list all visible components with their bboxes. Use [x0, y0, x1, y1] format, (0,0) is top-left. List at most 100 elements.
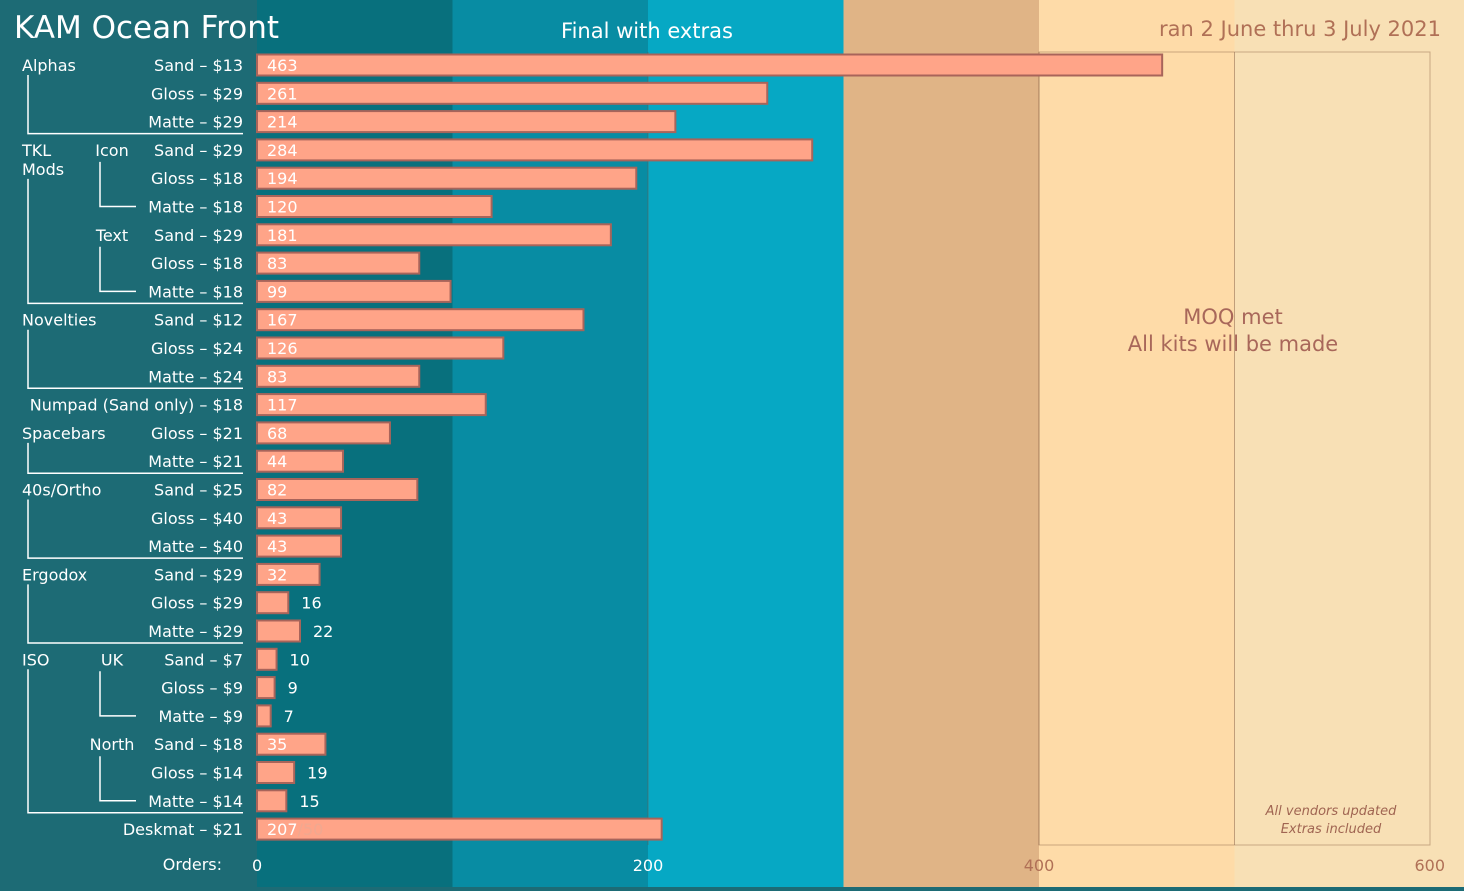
bar-value: 83	[267, 254, 287, 273]
moq-note-line-2: All kits will be made	[1128, 332, 1338, 356]
bar-value-label: 16	[301, 594, 321, 613]
background-band	[648, 0, 844, 887]
background-band	[1039, 0, 1235, 887]
row-label: Sand – $29	[154, 226, 243, 245]
bar-value: 10	[290, 650, 310, 669]
bar-value: 126	[267, 339, 298, 358]
bar-value-label: 7	[284, 707, 294, 726]
date-range: ran 2 June thru 3 July 2021	[1159, 17, 1441, 41]
bar-value: 43	[267, 509, 287, 528]
bar-value-label: 15	[299, 792, 319, 811]
bar-value-label: 207/50	[267, 820, 323, 839]
bar-value: 19	[307, 764, 327, 783]
bar	[257, 790, 286, 811]
bar-value: 463	[267, 56, 298, 75]
bar-value-label: 120	[267, 198, 298, 217]
bar-value-label: 83	[267, 367, 287, 386]
bar-value: 284	[267, 141, 298, 160]
bar-value: 83	[267, 367, 287, 386]
bar-value: 9	[288, 679, 298, 698]
row-label: Gloss – $14	[151, 764, 243, 783]
bar-value-label: 194	[267, 169, 298, 188]
bar-value-label: 9	[288, 679, 298, 698]
row-label: Sand – $25	[154, 481, 243, 500]
bar-value: 16	[301, 594, 321, 613]
row-label: Gloss – $40	[151, 509, 243, 528]
bar	[257, 762, 294, 783]
row-label: Matte – $21	[148, 452, 243, 471]
subgroup-label: Text	[95, 226, 128, 245]
group-label: Mods	[22, 160, 64, 179]
subgroup-label: North	[90, 735, 135, 754]
bar-value-label: 32	[267, 565, 287, 584]
bar	[257, 83, 767, 104]
x-tick-label: 400	[1024, 856, 1055, 875]
chart-title: KAM Ocean Front	[14, 10, 279, 46]
background-band	[844, 0, 1040, 887]
bar-value: 43	[267, 537, 287, 556]
bar	[257, 705, 271, 726]
bar	[257, 55, 1162, 76]
row-label: Matte – $14	[148, 792, 243, 811]
row-label: Sand – $29	[154, 141, 243, 160]
bar	[257, 139, 812, 160]
bar-value-label: 43	[267, 537, 287, 556]
row-label: Gloss – $21	[151, 424, 243, 443]
bar-value: 7	[284, 707, 294, 726]
bar-value-label: 35	[267, 735, 287, 754]
bar-value: 214	[267, 113, 298, 132]
bar-value: 35	[267, 735, 287, 754]
bar-value-label: 167	[267, 311, 298, 330]
group-label: TKL	[21, 141, 51, 160]
row-label: Deskmat – $21	[123, 820, 243, 839]
bar-value-label: 10	[290, 650, 310, 669]
row-label: Gloss – $24	[151, 339, 243, 358]
bar-value: 167	[267, 311, 298, 330]
row-label: Sand – $13	[154, 56, 243, 75]
bar-value-label: 83	[267, 254, 287, 273]
group-label: Ergodox	[22, 565, 87, 584]
bar-value-label: 181	[267, 226, 298, 245]
bar-value: 194	[267, 169, 298, 188]
bar-value: 181	[267, 226, 298, 245]
bar-value-label: 284	[267, 141, 298, 160]
group-label: ISO	[22, 650, 49, 669]
row-label: Matte – $29	[148, 622, 243, 641]
row-label: Matte – $18	[148, 198, 243, 217]
bar	[257, 649, 277, 670]
bar-value: 32	[267, 565, 287, 584]
x-tick-label: 0	[252, 856, 262, 875]
row-label: Matte – $18	[148, 282, 243, 301]
bar-value-label: 99	[267, 282, 287, 301]
bar	[257, 592, 288, 613]
bar-value-label: 261	[267, 84, 298, 103]
bar	[257, 621, 300, 642]
bar-value-label: 117	[267, 396, 298, 415]
row-label: Numpad (Sand only) – $18	[30, 396, 243, 415]
subgroup-label: UK	[101, 650, 124, 669]
row-label: Gloss – $18	[151, 254, 243, 273]
row-label: Gloss – $29	[151, 594, 243, 613]
group-label: Alphas	[22, 56, 76, 75]
bar	[257, 111, 675, 132]
bar-value-label: 19	[307, 764, 327, 783]
x-tick-label: 600	[1414, 856, 1445, 875]
bar-value-label: 68	[267, 424, 287, 443]
group-label: Novelties	[22, 311, 96, 330]
row-label: Sand – $29	[154, 565, 243, 584]
x-tick-label: 200	[633, 856, 664, 875]
bar-value-label: 214	[267, 113, 298, 132]
bar	[257, 224, 611, 245]
group-label: Spacebars	[22, 424, 106, 443]
bar-value: 120	[267, 198, 298, 217]
bar-value: 68	[267, 424, 287, 443]
row-label: Sand – $7	[164, 650, 243, 669]
row-label: Sand – $18	[154, 735, 243, 754]
bar-value: 15	[299, 792, 319, 811]
chart-subtitle: Final with extras	[561, 19, 733, 43]
bar-value-label: 126	[267, 339, 298, 358]
bar-value-label: 82	[267, 481, 287, 500]
row-label: Sand – $12	[154, 311, 243, 330]
bar-value-label: 463	[267, 56, 298, 75]
x-axis-label: Orders:	[163, 855, 222, 874]
